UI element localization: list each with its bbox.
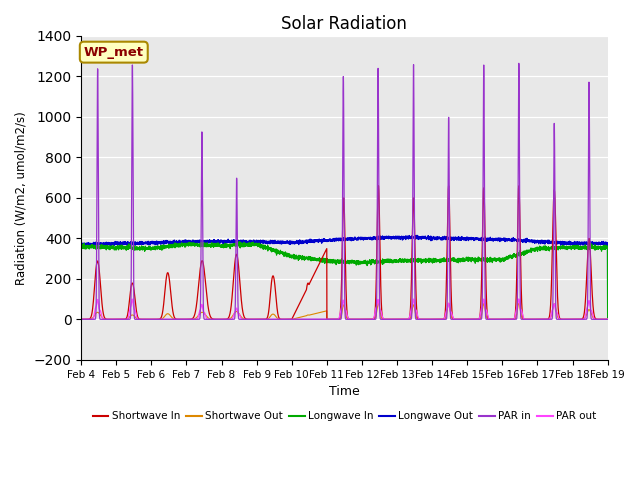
- Longwave In: [492, 258, 500, 264]
- Shortwave Out: [603, 316, 611, 322]
- Longwave Out: [77, 240, 85, 246]
- PAR in: [148, 316, 156, 322]
- Shortwave Out: [324, 316, 332, 322]
- PAR in: [324, 316, 332, 322]
- Line: Longwave In: Longwave In: [81, 241, 607, 317]
- Shortwave Out: [172, 316, 180, 322]
- Shortwave In: [374, 183, 382, 189]
- PAR out: [462, 316, 470, 322]
- Line: PAR in: PAR in: [81, 63, 607, 319]
- Line: Longwave Out: Longwave Out: [81, 235, 607, 318]
- PAR out: [324, 316, 332, 322]
- Legend: Shortwave In, Shortwave Out, Longwave In, Longwave Out, PAR in, PAR out: Shortwave In, Shortwave Out, Longwave In…: [88, 407, 600, 425]
- Longwave Out: [603, 240, 611, 246]
- Longwave Out: [492, 237, 500, 242]
- Longwave Out: [324, 238, 332, 244]
- PAR in: [77, 316, 85, 322]
- PAR out: [604, 316, 611, 322]
- Shortwave Out: [604, 316, 611, 322]
- Y-axis label: Radiation (W/m2, umol/m2/s): Radiation (W/m2, umol/m2/s): [15, 111, 28, 285]
- Shortwave In: [604, 316, 611, 322]
- PAR out: [515, 296, 523, 302]
- Line: Shortwave In: Shortwave In: [81, 186, 607, 319]
- Title: Solar Radiation: Solar Radiation: [282, 15, 407, 33]
- PAR out: [492, 316, 500, 322]
- Shortwave Out: [492, 316, 500, 322]
- Longwave Out: [433, 236, 441, 242]
- Line: Shortwave Out: Shortwave Out: [81, 303, 607, 319]
- Longwave In: [462, 256, 470, 262]
- Longwave In: [433, 259, 441, 264]
- Longwave In: [236, 239, 243, 244]
- Longwave In: [77, 244, 85, 250]
- Longwave Out: [172, 240, 180, 245]
- Shortwave Out: [77, 316, 85, 322]
- Longwave Out: [604, 315, 611, 321]
- X-axis label: Time: Time: [329, 385, 360, 398]
- Longwave Out: [462, 235, 470, 241]
- Shortwave Out: [374, 300, 382, 306]
- PAR in: [492, 316, 500, 322]
- Shortwave In: [324, 316, 332, 322]
- PAR in: [604, 316, 611, 322]
- Longwave In: [604, 314, 611, 320]
- PAR out: [148, 316, 156, 322]
- Shortwave In: [77, 316, 85, 322]
- Shortwave In: [462, 316, 470, 322]
- Longwave In: [172, 242, 180, 248]
- Shortwave Out: [462, 316, 470, 322]
- Text: WP_met: WP_met: [84, 46, 144, 59]
- PAR in: [515, 60, 523, 66]
- PAR in: [172, 316, 180, 322]
- Shortwave In: [492, 316, 500, 322]
- PAR out: [604, 316, 611, 322]
- Shortwave In: [603, 316, 611, 322]
- Shortwave In: [433, 316, 441, 322]
- PAR out: [433, 316, 441, 322]
- Longwave Out: [413, 232, 421, 238]
- PAR out: [77, 316, 85, 322]
- PAR out: [172, 316, 180, 322]
- Shortwave Out: [433, 316, 441, 322]
- Shortwave In: [172, 316, 180, 322]
- Longwave In: [603, 245, 611, 251]
- PAR in: [462, 316, 470, 322]
- PAR in: [604, 316, 611, 322]
- PAR in: [433, 316, 441, 322]
- Longwave In: [324, 259, 332, 264]
- Line: PAR out: PAR out: [81, 299, 607, 319]
